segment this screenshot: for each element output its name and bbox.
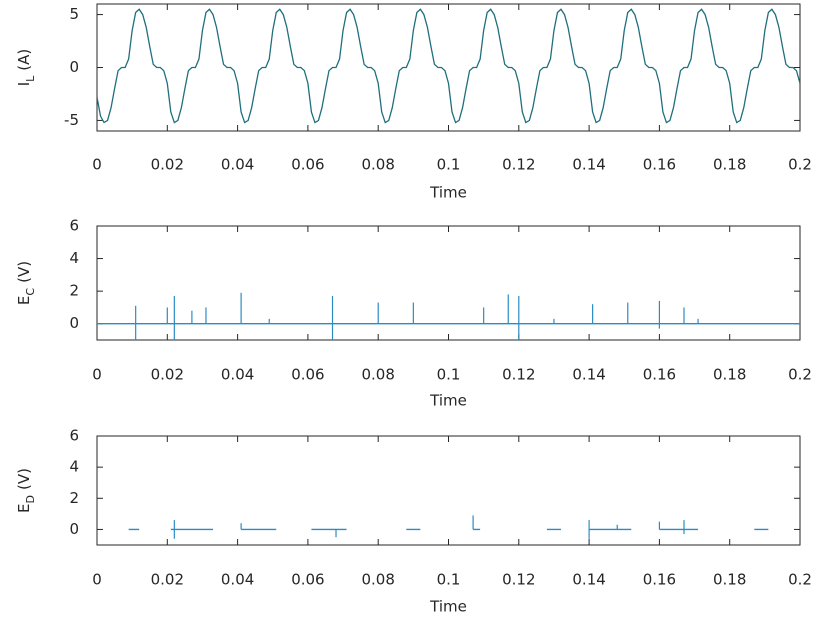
x-tick-label: 0 — [92, 156, 102, 174]
x-tick-label: 0.06 — [291, 366, 324, 384]
x-tick-label: 0.2 — [788, 366, 812, 384]
x-tick-label: 0.1 — [437, 366, 461, 384]
y-label-unit: (V) — [15, 468, 33, 490]
y-tick-label: 6 — [69, 427, 79, 445]
y-tick-label: 4 — [69, 249, 79, 267]
x-tick-label: 0.18 — [713, 571, 746, 589]
x-tick-label: 0.1 — [437, 571, 461, 589]
y-axis-label: EC (V) — [15, 261, 37, 305]
y-tick-label: -5 — [64, 111, 79, 129]
y-tick-label: 0 — [69, 314, 79, 332]
subplot: 0 0.02 0.04 0.06 0.08 0.1 0.12 0.14 0.16 0.18 0.2 0… — [15, 427, 812, 616]
x-axis-label: Time — [429, 184, 467, 202]
x-tick-label: 0.18 — [713, 156, 746, 174]
y-axis-label: IL (A) — [15, 49, 37, 87]
x-tick-label: 0.1 — [437, 156, 461, 174]
axes-box — [96, 225, 801, 341]
x-axis-label: Time — [429, 598, 467, 616]
x-tick-label: 0.08 — [361, 366, 394, 384]
x-tick-label: 0.16 — [643, 156, 676, 174]
y-label-subscript: C — [24, 288, 37, 296]
x-tick-label: 0 — [92, 571, 102, 589]
data-line — [97, 8, 800, 124]
x-tick-label: 0.04 — [221, 571, 254, 589]
x-tick-label: 0.04 — [221, 366, 254, 384]
x-tick-label: 0.14 — [572, 571, 605, 589]
x-tick-label: 0.04 — [221, 156, 254, 174]
axes-box — [96, 435, 801, 546]
x-axis-label: Time — [429, 392, 467, 410]
subplot: 0 0.02 0.04 0.06 0.08 0.1 0.12 0.14 0.16 0.18 0.2 -… — [15, 3, 812, 202]
x-tick-label: 0.16 — [643, 366, 676, 384]
x-tick-label: 0.02 — [151, 156, 184, 174]
x-tick-label: 0.08 — [361, 156, 394, 174]
y-tick-label: 2 — [69, 282, 79, 300]
x-tick-label: 0.2 — [788, 156, 812, 174]
x-tick-label: 0.14 — [572, 156, 605, 174]
y-tick-label: 4 — [69, 458, 79, 476]
x-tick-label: 0.12 — [502, 571, 535, 589]
y-label-symbol: E — [15, 296, 33, 305]
x-tick-label: 0.08 — [361, 571, 394, 589]
y-tick-label: 0 — [69, 58, 79, 76]
x-tick-label: 0.06 — [291, 571, 324, 589]
x-tick-label: 0.14 — [572, 366, 605, 384]
x-tick-label: 0.02 — [151, 571, 184, 589]
y-label-subscript: L — [24, 75, 37, 82]
y-axis-label: ED (V) — [15, 468, 37, 513]
y-tick-label: 2 — [69, 489, 79, 507]
subplot: 0 0.02 0.04 0.06 0.08 0.1 0.12 0.14 0.16 0.18 0.2 0… — [15, 217, 812, 410]
y-tick-label: 0 — [69, 520, 79, 538]
y-tick-label: 6 — [69, 217, 79, 235]
x-tick-label: 0.16 — [643, 571, 676, 589]
y-label-unit: (A) — [15, 49, 33, 71]
x-tick-label: 0.06 — [291, 156, 324, 174]
x-tick-label: 0 — [92, 366, 102, 384]
axes-box — [96, 3, 801, 132]
y-label-unit: (V) — [15, 261, 33, 283]
x-tick-label: 0.02 — [151, 366, 184, 384]
x-tick-label: 0.12 — [502, 366, 535, 384]
y-label-symbol: E — [15, 503, 33, 512]
x-tick-label: 0.2 — [788, 571, 812, 589]
y-tick-label: 5 — [69, 5, 79, 23]
y-label-symbol: I — [15, 82, 33, 86]
x-tick-label: 0.18 — [713, 366, 746, 384]
y-label-subscript: D — [24, 495, 37, 503]
x-tick-label: 0.12 — [502, 156, 535, 174]
